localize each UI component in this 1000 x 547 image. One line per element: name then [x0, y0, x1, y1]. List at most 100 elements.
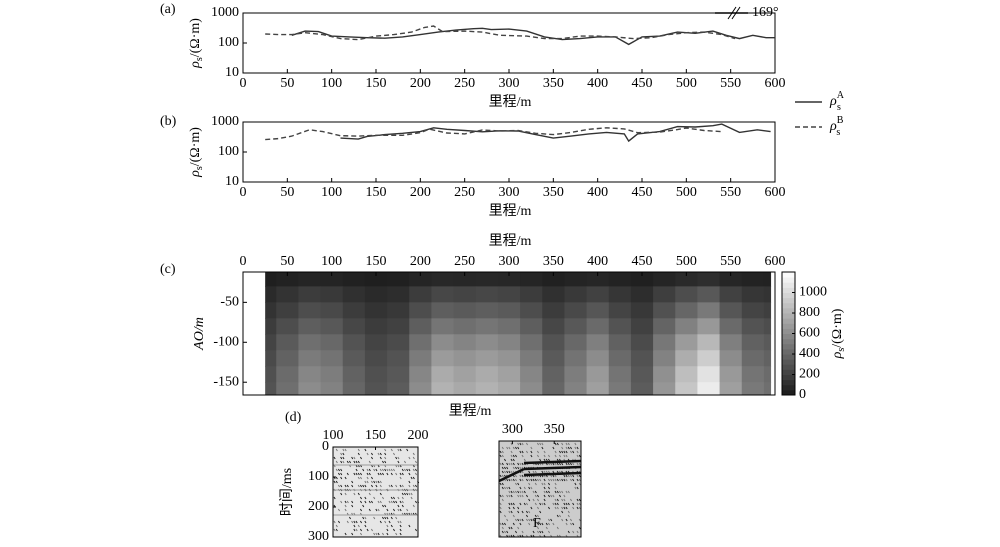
seismic-trace [414, 500, 418, 504]
seismic-trace [514, 474, 518, 478]
seismic-trace [399, 500, 402, 504]
seismic-trace [366, 476, 369, 480]
x-tick-label: 400 [587, 76, 608, 91]
x-tick-label: 250 [454, 254, 475, 269]
contour-cell [741, 302, 765, 319]
seismic-trace [392, 508, 396, 512]
contour-cell [342, 366, 366, 383]
contour-cell [276, 350, 299, 367]
seismic-trace [578, 498, 581, 502]
contour-cell [265, 272, 277, 287]
seismic-trace [569, 498, 573, 502]
superscript: A [837, 90, 845, 101]
contour-cell [564, 350, 588, 367]
contour-cell [320, 286, 344, 303]
seismic-trace [340, 468, 343, 472]
seismic-trace [572, 474, 575, 478]
colorbar-step [782, 318, 795, 324]
contour-cell [342, 350, 366, 367]
contour-cell [364, 350, 388, 367]
contour-cell [630, 334, 654, 351]
seismic-trace [401, 492, 404, 496]
contour-cell [453, 286, 477, 303]
seismic-trace [576, 530, 579, 534]
contour-cell [630, 286, 654, 303]
seismic-trace [368, 468, 371, 472]
seismic-trace [576, 462, 579, 466]
seismic-trace [558, 514, 562, 518]
seismic-trace [506, 470, 509, 474]
seismic-trace [335, 528, 338, 532]
seismic-trace [576, 450, 579, 454]
seismic-trace [337, 484, 341, 488]
seismic-trace [503, 458, 507, 462]
seismic-trace [517, 490, 520, 494]
seismic-trace [563, 478, 566, 482]
seismic-trace [340, 452, 343, 456]
contour-cell [741, 350, 765, 367]
seismic-trace [414, 484, 418, 488]
contour-cell [763, 350, 772, 367]
colorbar-step [782, 374, 795, 381]
seismic-trace [362, 468, 365, 472]
seismic-trace [351, 480, 354, 484]
seismic-trace [501, 454, 504, 458]
seismic-trace [572, 506, 575, 510]
seismic-trace [501, 522, 504, 526]
seismic-trace [539, 478, 542, 482]
seismic-trace [408, 480, 411, 484]
seismic-trace [384, 456, 387, 460]
seismic-trace [561, 450, 564, 454]
fault-tick [731, 6, 741, 20]
seismic-trace [410, 492, 413, 496]
seismic-trace [390, 484, 393, 488]
seismic-trace [351, 456, 354, 460]
y-tick-label: 1000 [211, 5, 239, 20]
seismic-trace [565, 454, 568, 458]
seismic-trace [565, 518, 568, 522]
seismic-trace [530, 478, 533, 482]
contour-cell [320, 302, 344, 319]
x-axis-label: 里程/m [489, 94, 532, 110]
contour-cell [675, 334, 698, 351]
subscript: s [194, 166, 205, 170]
contour-cell [475, 334, 499, 351]
seismic-trace [392, 468, 396, 472]
seismic-trace [386, 528, 389, 532]
seismic-trace [370, 528, 374, 532]
colorbar-step [782, 307, 795, 314]
seismic-trace [545, 470, 548, 474]
x-tick-label: 200 [410, 76, 431, 91]
x-tick-label: 100 [321, 254, 342, 269]
contour-cell [586, 334, 610, 351]
seismic-trace [359, 476, 363, 480]
seismic-trace [530, 446, 533, 450]
seismic-trace [364, 516, 367, 520]
seismic-trace [543, 498, 546, 502]
seismic-trace [506, 518, 509, 522]
contour-cell [586, 382, 610, 396]
contour-cell [276, 272, 299, 287]
contour-cell [298, 382, 322, 396]
symbol: ρ [829, 94, 837, 109]
contour-cell [608, 334, 632, 351]
seismic-trace [541, 502, 544, 506]
seismic-trace [508, 478, 511, 482]
seismic-trace [392, 452, 396, 456]
contour-cell [342, 334, 366, 351]
contour-cell [265, 350, 277, 367]
seismic-trace [536, 454, 540, 458]
seismic-trace [563, 454, 566, 458]
seismic-trace [558, 490, 562, 494]
seismic-trace [501, 494, 504, 498]
seismic-trace [519, 486, 522, 490]
seismic-trace [528, 510, 531, 514]
contour-cell [763, 272, 772, 287]
seismic-trace [399, 476, 402, 480]
seismic-trace [558, 450, 562, 454]
x-tick-label: 500 [676, 185, 697, 200]
x-tick-label: 600 [765, 254, 786, 269]
colorbar-step [782, 333, 795, 340]
seismic-trace [556, 498, 559, 502]
seismic-trace [532, 478, 535, 482]
